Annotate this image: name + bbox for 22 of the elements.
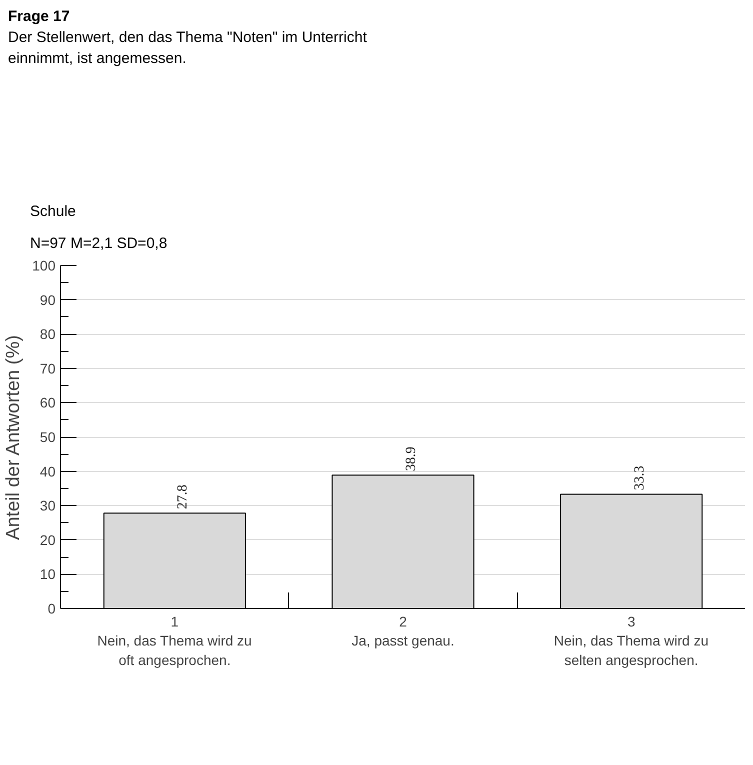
y-tick-label: 20	[40, 532, 56, 548]
y-tick-label: 0	[48, 600, 56, 617]
chart-subtitle: Der Stellenwert, den das Thema "Noten" im Unterricht einnimmt, ist angemessen.	[8, 28, 367, 70]
y-tick-label: 30	[40, 498, 56, 514]
y-tick-label: 100	[32, 258, 56, 274]
data-label: 27.8	[176, 484, 191, 510]
text: Schule	[30, 202, 76, 222]
text: N=97 M=2,1 SD=0,8	[30, 234, 168, 254]
chart-title: Frage 17	[8, 7, 70, 27]
data-label: 33.3	[632, 466, 648, 491]
y-tick-label: 50	[40, 429, 56, 446]
x-tick-label: 2 Ja, passt genau.	[352, 614, 454, 649]
y-tick-label: 10	[40, 566, 56, 582]
y-tick-label: 90	[40, 292, 56, 308]
y-tick-label: 80	[40, 326, 56, 342]
y-tick-label: 60	[40, 394, 56, 411]
y-tick-label: 70	[40, 360, 56, 377]
x-tick-label: 3 Nein, das Thema wird zu selten angesprochen.	[554, 614, 709, 668]
x-tick-label: 1 Nein, das Thema wird zu oft angesprochen.	[97, 614, 252, 668]
y-axis-title: Anteil der Antworten (%)	[3, 335, 24, 540]
data-label: 38.9	[404, 446, 419, 472]
y-tick-label: 40	[40, 464, 56, 480]
